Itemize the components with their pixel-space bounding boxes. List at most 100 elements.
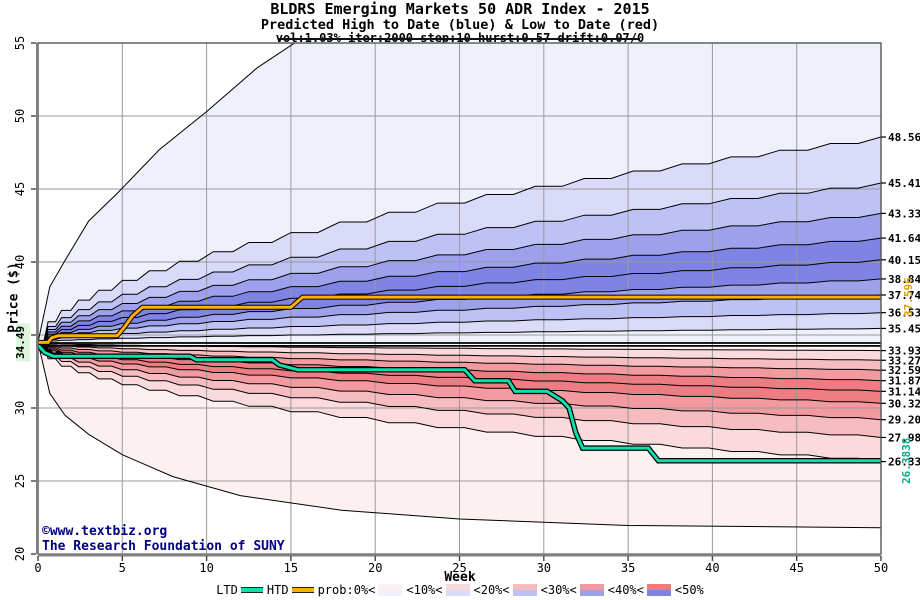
legend: LTD HTD prob:0%< <10%< <20%< <30%< <40%< <50% — [0, 583, 920, 597]
decile-curves — [38, 43, 881, 529]
decile-curve — [38, 341, 881, 404]
x-tick-label: 15 — [284, 561, 298, 575]
axis-ticks: 0 5 10 15 20 25 30 35 40 45 50 20 25 30 40 45 50 55 — [13, 36, 888, 575]
swatch-blue-half — [378, 590, 403, 596]
htd-band — [38, 238, 881, 343]
decile-curve — [38, 341, 881, 361]
legend-label: <50% — [674, 583, 704, 597]
htd-line-swatch — [291, 587, 314, 593]
chart-subtitle: Predicted High to Date (blue) & Low to D… — [260, 16, 660, 33]
percentile-label: 31.14 — [888, 385, 920, 398]
swatch-blue-half — [646, 590, 671, 596]
legend-item: prob:0%< — [318, 583, 403, 597]
decile-curve — [38, 341, 881, 371]
htd-current-label: 37.596 — [902, 277, 915, 317]
percentile-label: 43.33 — [888, 207, 920, 220]
ltd-line-swatch — [240, 587, 263, 593]
percentile-label: 26.33 — [888, 456, 920, 469]
x-tick-label: 40 — [705, 561, 719, 575]
swatch-red-half — [445, 584, 470, 590]
decile-curve — [38, 341, 881, 352]
decile-curve — [38, 294, 881, 343]
y-tick-label: 25 — [13, 474, 27, 488]
probability-swatch — [445, 584, 470, 596]
y-tick-label: 40 — [13, 255, 27, 269]
chart-title: BLDRS Emerging Markets 50 ADR Index - 20… — [270, 0, 650, 18]
decile-curve — [38, 237, 881, 343]
x-tick-label: 25 — [452, 561, 466, 575]
ltd-band — [38, 342, 881, 404]
legend-item: <50% — [675, 583, 704, 597]
percentile-label: 31.87 — [888, 375, 920, 388]
probability-swatch — [378, 584, 403, 596]
decile-curve — [38, 43, 296, 343]
y-tick-label: 55 — [13, 36, 27, 50]
x-tick-label: 30 — [537, 561, 551, 575]
chart-parameters: vol:1.03% iter:2000 step:10 hurst:0.57 d… — [0, 32, 920, 45]
decile-curve — [38, 341, 881, 421]
start-price-label: 34.49 — [14, 326, 27, 359]
percentile-label: 32.59 — [888, 364, 920, 377]
legend-label: <40%< — [607, 583, 644, 597]
percentile-label: 41.64 — [888, 232, 920, 245]
legend-label: <30%< — [540, 583, 577, 597]
x-tick-label: 0 — [34, 561, 41, 575]
decile-curve — [38, 342, 881, 529]
decile-curve — [38, 341, 881, 438]
percentile-label: 30.32 — [888, 397, 920, 410]
decile-curve — [38, 212, 881, 343]
probability-swatch — [579, 584, 604, 596]
percentile-label: 29.20 — [888, 414, 920, 427]
decile-curve — [38, 327, 881, 343]
percentile-label: 48.56 — [888, 131, 920, 144]
htd-band — [38, 137, 881, 343]
swatch-red-half — [579, 584, 604, 590]
probability-swatch — [512, 584, 537, 596]
htd-line — [38, 295, 881, 344]
legend-label: HTD — [266, 583, 289, 597]
legend-item: LTD — [216, 583, 263, 597]
legend-item: <40%< — [608, 583, 671, 597]
legend-label: LTD — [216, 583, 238, 597]
decile-curve — [38, 278, 881, 343]
ltd-band — [38, 342, 881, 420]
ltd-current-label: 26.3838 — [900, 438, 913, 484]
y-axis-title: Price ($) — [6, 262, 22, 333]
percentile-label: 45.41 — [888, 177, 920, 190]
percentile-label: 38.84 — [888, 273, 920, 286]
x-tick-label: 35 — [621, 561, 635, 575]
y-tick-label: 50 — [13, 109, 27, 123]
probability-swatch — [646, 584, 671, 596]
attribution-line2: The Research Foundation of SUNY — [42, 539, 285, 555]
percentile-label: 33.93 — [888, 345, 920, 358]
legend-label: prob:0%< — [317, 583, 376, 597]
decile-curve — [38, 259, 881, 343]
percentile-label: 36.53 — [888, 307, 920, 320]
swatch-blue-half — [512, 590, 537, 596]
x-tick-label: 50 — [874, 561, 888, 575]
ltd-band — [38, 342, 881, 381]
attribution-line1: ©www.textbiz.org — [42, 524, 168, 539]
percentile-label: 27.98 — [888, 431, 920, 444]
x-tick-label: 5 — [119, 561, 126, 575]
ltd-band — [38, 342, 881, 392]
ltd-line — [38, 344, 881, 463]
legend-label: <10%< — [406, 583, 443, 597]
htd-band — [38, 213, 881, 343]
x-axis-title: Week — [444, 570, 476, 585]
htd-band — [38, 183, 881, 343]
legend-item: <10%< — [406, 583, 470, 597]
ltd-band — [38, 342, 881, 462]
title-rule — [278, 38, 640, 40]
percentile-label: 33.27 — [888, 354, 920, 367]
swatch-red-half — [378, 584, 403, 590]
percentile-label: 35.45 — [888, 322, 920, 335]
ltd-band — [38, 342, 881, 438]
htd-band — [38, 259, 881, 343]
swatch-blue-half — [579, 590, 604, 596]
x-tick-label: 20 — [368, 561, 382, 575]
percentile-label: 37.74 — [888, 289, 920, 302]
start-price-highlight — [16, 323, 30, 362]
